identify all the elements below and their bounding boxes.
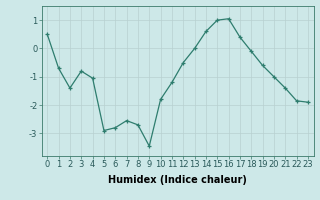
X-axis label: Humidex (Indice chaleur): Humidex (Indice chaleur) (108, 175, 247, 185)
